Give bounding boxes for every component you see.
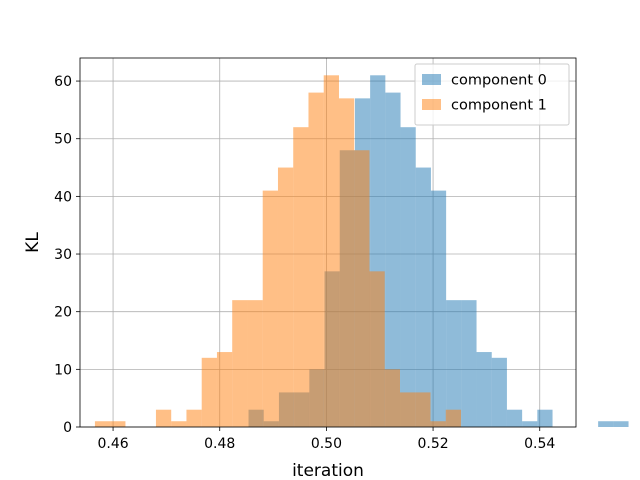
x-tick-label-2: 0.50	[311, 436, 342, 452]
bar-component-1-bin-0	[94, 421, 111, 427]
bar-component-1-bin-12	[277, 167, 294, 427]
axis-ticks: 0.46 0.48 0.50 0.52 0.54 0 10 20 30 40 50 60	[54, 74, 555, 452]
y-tick-label-4: 40	[54, 189, 72, 205]
y-tick-label-1: 10	[54, 362, 72, 378]
bar-component-0-bin-23	[598, 421, 614, 427]
bar-component-0-bin-14	[461, 300, 477, 427]
bar-component-0-bin-12	[430, 190, 447, 427]
bar-component-1-bin-5	[171, 421, 187, 427]
bar-component-1-bin-16	[338, 98, 355, 427]
bar-component-0-bin-9	[385, 92, 401, 427]
bar-component-1-bin-7	[201, 357, 217, 427]
bar-component-0-bin-17	[506, 409, 523, 427]
bar-component-0-bin-19	[537, 409, 553, 427]
bar-component-0-bin-16	[491, 357, 507, 427]
y-tick-label-2: 20	[54, 305, 72, 321]
y-axis-label: KL	[23, 232, 43, 253]
bar-component-0-bin-10	[400, 127, 416, 427]
bar-component-1-bin-22	[430, 421, 446, 427]
x-axis-label: iteration	[292, 461, 364, 480]
bar-component-1-bin-21	[415, 392, 431, 427]
bar-component-0-bin-15	[476, 352, 492, 427]
bar-component-1-bin-19	[384, 369, 400, 427]
legend: component 0 component 1	[414, 63, 570, 126]
bar-component-0-bin-18	[522, 421, 538, 427]
y-tick-label-0: 0	[63, 420, 72, 436]
bar-component-1-bin-14	[308, 92, 324, 427]
bar-component-1-bin-15	[323, 75, 339, 427]
plot-frame	[79, 57, 577, 428]
bar-component-1-bin-4	[155, 409, 172, 427]
x-tick-label-4: 0.54	[524, 436, 555, 452]
bar-component-1-bin-18	[369, 271, 385, 427]
bar-component-0-bin-24	[613, 421, 629, 427]
bar-component-1-bin-20	[400, 392, 416, 427]
x-tick-label-3: 0.52	[417, 436, 448, 452]
legend-swatch-component-0	[422, 74, 441, 85]
legend-label-component-0: component 0	[451, 73, 547, 89]
bar-component-1-bin-9	[232, 300, 248, 427]
bar-component-1-bin-11	[262, 190, 278, 427]
legend-box	[414, 63, 570, 126]
y-tick-label-3: 30	[54, 247, 72, 263]
y-tick-label-5: 50	[54, 132, 72, 148]
bar-component-1-bin-1	[110, 421, 126, 427]
y-tick-label-6: 60	[54, 74, 72, 90]
bar-component-1-bin-17	[354, 150, 370, 427]
bar-component-0-bin-13	[446, 300, 462, 427]
x-tick-label-0: 0.46	[97, 436, 128, 452]
bar-component-1-bin-8	[216, 352, 233, 427]
bar-component-1-bin-6	[186, 409, 202, 427]
legend-label-component-1: component 1	[451, 98, 547, 114]
histogram-bars	[94, 75, 629, 427]
x-tick-label-1: 0.48	[204, 436, 235, 452]
bar-component-1-bin-13	[293, 127, 309, 427]
legend-swatch-component-1	[422, 99, 441, 110]
bar-component-0-bin-11	[415, 167, 431, 427]
bar-component-1-bin-23	[445, 409, 462, 427]
bar-component-1-bin-10	[247, 300, 263, 427]
